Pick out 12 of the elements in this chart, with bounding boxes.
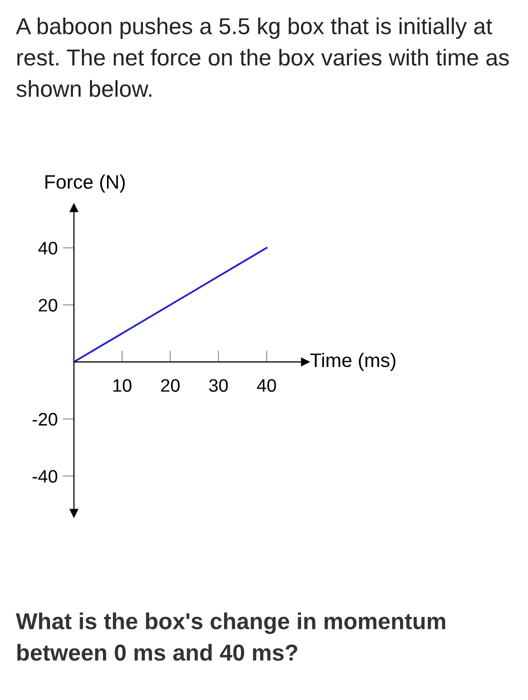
x-tick-label: 10 bbox=[113, 379, 132, 392]
y-axis-title: Force (N) bbox=[45, 174, 125, 193]
y-tick-label: -20 bbox=[32, 412, 58, 426]
x-axis-title: Time (ms) bbox=[310, 352, 396, 371]
text: What is the box's change in momentum between 0 ms and 40 ms? bbox=[16, 612, 446, 661]
chart-title: A baboon pushes a 5.5 kg box that is initially at rest. The net force on the box varies with time as shown below. bbox=[16, 18, 509, 97]
y-tick-label: 40 bbox=[38, 242, 58, 255]
x-tick-label: 20 bbox=[161, 379, 180, 392]
y-tick-label: 20 bbox=[38, 298, 58, 312]
y-tick-label: -40 bbox=[32, 470, 58, 483]
x-tick-label: 30 bbox=[209, 379, 228, 392]
x-tick-label: 40 bbox=[257, 379, 276, 392]
